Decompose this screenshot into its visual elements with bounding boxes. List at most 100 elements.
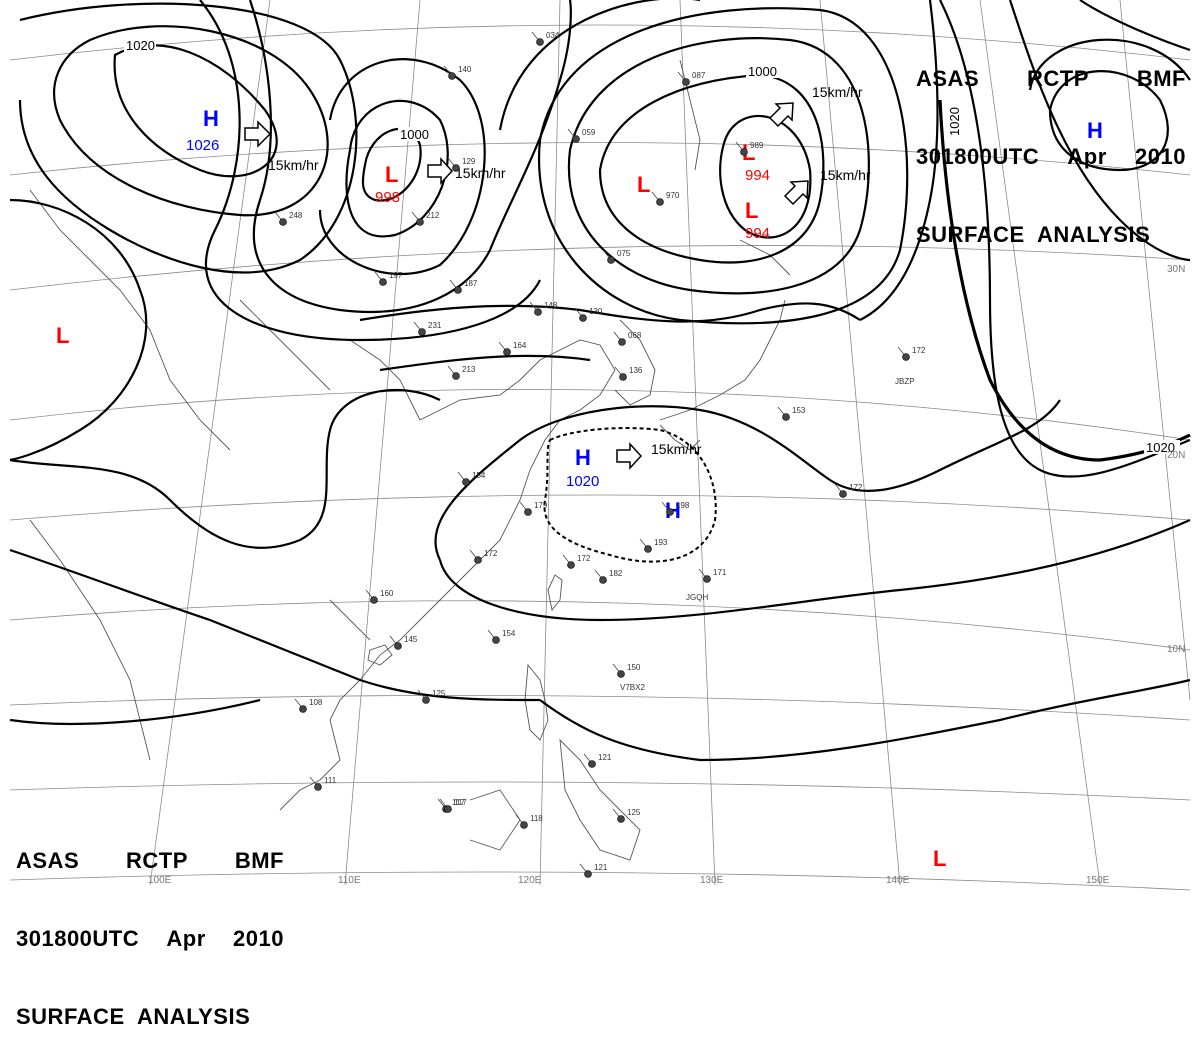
philippines-south — [559, 738, 641, 861]
station-marker — [740, 148, 748, 156]
lon-line-110e — [344, 0, 421, 886]
station-marker — [452, 164, 460, 172]
station-plot: 153 — [777, 406, 806, 421]
station-pressure-value: 129 — [462, 157, 476, 166]
header-title: SURFACE ANALYSIS — [916, 222, 1151, 247]
station-plot: 172 — [834, 483, 863, 498]
china-coast — [379, 339, 616, 656]
station-plot: 075 — [602, 249, 631, 264]
station-marker — [584, 870, 592, 878]
header-month: Apr — [1067, 144, 1107, 169]
station-plot: 989 — [735, 141, 764, 156]
motion-label-nw: 15km/hr — [268, 157, 319, 173]
header-time: 301800UTC — [16, 926, 140, 951]
header-title: SURFACE ANALYSIS — [16, 1004, 251, 1029]
station-plot: 129 — [447, 157, 476, 172]
high-center-1020: H — [575, 445, 591, 470]
station-plot: 136 — [614, 366, 643, 381]
high-center-1020-value: 1020 — [566, 473, 599, 490]
isobar-l998-inner — [361, 127, 422, 202]
lat-line-m5 — [9, 871, 1191, 891]
low-center-sea: L — [637, 172, 650, 197]
station-pressure-value: 182 — [609, 569, 623, 578]
isobar-1020-east-bold — [938, 99, 1191, 462]
station-plot: 148 — [529, 301, 558, 316]
isobar-h1020-outer — [434, 399, 1061, 561]
station-plot: 108 — [294, 698, 323, 713]
station-pressure-value: 989 — [750, 141, 764, 150]
station-pressure-value: 068 — [628, 331, 642, 340]
station-pressure-value: 148 — [544, 301, 558, 310]
isobar-label-1020-se: 1020 — [1146, 440, 1175, 455]
station-marker — [370, 596, 378, 604]
station-marker — [520, 821, 528, 829]
station-code-jgqh: JGQH — [686, 593, 708, 602]
station-marker — [416, 218, 424, 226]
japan-coast — [659, 299, 786, 421]
lon-line-140e — [819, 0, 901, 886]
station-marker — [279, 218, 287, 226]
station-plot: 125 — [612, 808, 641, 823]
station-pressure-value: 970 — [666, 191, 680, 200]
low-center-994-b: L — [745, 198, 758, 223]
station-plots: 034 140 129 248 197 187 148 130 231 213 164 154 179 1… — [274, 31, 926, 878]
station-code-jbzp: JBZP — [895, 377, 915, 386]
station-pressure-value: 164 — [513, 341, 527, 350]
indochina-coast — [279, 654, 381, 811]
isobar-east-3 — [1008, 0, 1191, 262]
isobar-l-japan-outer2 — [537, 7, 909, 325]
motion-label-998: 15km/hr — [455, 165, 506, 181]
station-plot: 198 — [661, 501, 690, 516]
station-plot: 172 — [562, 554, 591, 569]
station-pressure-value: 117 — [454, 798, 467, 807]
station-marker — [619, 373, 627, 381]
isobar-l998-mid — [345, 99, 449, 238]
station-plot: 154 — [457, 471, 486, 486]
station-pressure-value: 121 — [598, 753, 612, 762]
station-pressure-value: 145 — [404, 635, 418, 644]
isobar-h1026-inner — [113, 44, 278, 178]
low-center-998-value: 998 — [375, 189, 400, 206]
header-source-3: BMF — [234, 848, 284, 873]
lon-label-140e: 140E — [886, 875, 910, 886]
station-pressure-value: 172 — [849, 483, 863, 492]
header-year: 2010 — [233, 926, 284, 951]
isobar-south-2 — [539, 678, 1191, 762]
chart-header-top-right: ASAS RCTP BMF 301800UTC Apr 2010 SURFACE… — [916, 14, 1186, 274]
hainan-coast — [367, 644, 393, 666]
low-center-994-a: L — [742, 140, 755, 165]
low-center-994-b-value: 994 — [745, 225, 770, 242]
isobar-h1026-mid — [53, 25, 329, 217]
station-plot: 154 — [487, 629, 516, 644]
isobar-east-2 — [939, 0, 1191, 478]
motion-arrow-1020 — [616, 442, 643, 470]
station-pressure-value: 187 — [464, 279, 478, 288]
station-pressure-value: 179 — [534, 501, 548, 510]
station-plot: 193 — [639, 538, 668, 553]
lon-label-110e: 110E — [338, 875, 361, 886]
station-pressure-value: 193 — [654, 538, 668, 547]
station-pressure-value: 172 — [912, 346, 926, 355]
isobar-west-4 — [9, 698, 261, 726]
station-pressure-value: 213 — [462, 365, 476, 374]
low-center-west: L — [56, 323, 69, 348]
high-center-nw: H — [203, 106, 219, 131]
station-marker — [644, 545, 652, 553]
station-marker — [618, 338, 626, 346]
lon-label-130e: 130E — [700, 875, 724, 886]
isobar-l-japan-inner — [719, 114, 812, 239]
station-pressure-value: 172 — [484, 549, 498, 558]
station-code-v7bx2: V7BX2 — [620, 683, 645, 692]
station-plot: 171 — [698, 568, 727, 583]
station-pressure-value: 130 — [589, 307, 603, 316]
station-plot: 125 — [417, 689, 446, 704]
station-plot: 140 — [443, 65, 472, 80]
station-pressure-value: 150 — [627, 663, 641, 672]
station-plot: 121 — [579, 863, 608, 878]
station-plot: 118 — [515, 814, 543, 829]
station-plot: 172 — [897, 346, 926, 361]
station-plot: 145 — [389, 635, 418, 650]
low-center-998: L — [385, 162, 398, 187]
station-pressure-value: 125 — [627, 808, 641, 817]
station-marker — [902, 353, 910, 361]
